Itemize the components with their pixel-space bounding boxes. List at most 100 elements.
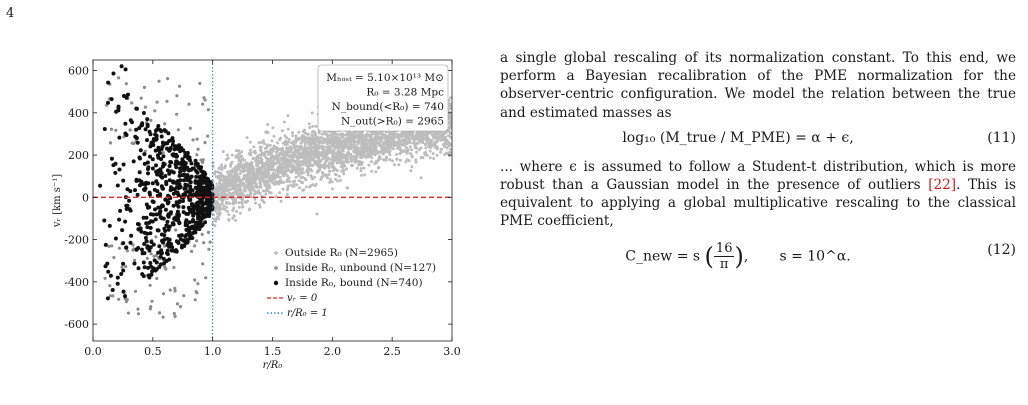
scatter-point-outside bbox=[378, 150, 382, 154]
equation-11-expression: log₁₀ (M_true / M_PME) = α + ϵ, bbox=[622, 129, 854, 146]
scatter-point-outside bbox=[301, 147, 304, 150]
scatter-point-outside bbox=[297, 150, 301, 154]
scatter-point-outside bbox=[286, 159, 290, 163]
scatter-point-bound bbox=[147, 275, 152, 280]
scatter-point-outside bbox=[342, 172, 346, 176]
scatter-point-outside bbox=[410, 148, 414, 152]
scatter-point-outside bbox=[382, 158, 385, 162]
scatter-point-bound bbox=[187, 197, 192, 202]
scatter-point-outside bbox=[249, 148, 252, 152]
scatter-point-outside bbox=[234, 196, 238, 200]
scatter-point-outside bbox=[432, 136, 436, 139]
scatter-point-bound bbox=[121, 261, 126, 266]
scatter-point-bound bbox=[163, 197, 168, 202]
scatter-point-outside bbox=[335, 169, 339, 172]
scatter-point-bound bbox=[153, 132, 158, 137]
scatter-point-outside bbox=[222, 184, 226, 187]
scatter-point-bound bbox=[204, 198, 209, 203]
scatter-point-bound bbox=[162, 237, 167, 242]
scatter-point-bound bbox=[160, 140, 165, 145]
scatter-point-bound bbox=[167, 178, 172, 183]
scatter-point-outside bbox=[346, 153, 350, 157]
scatter-point-bound bbox=[148, 212, 153, 217]
scatter-point-outside bbox=[271, 126, 275, 130]
scatter-point-outside bbox=[424, 146, 428, 150]
legend-marker bbox=[274, 266, 278, 270]
scatter-point-unbound bbox=[150, 299, 154, 303]
scatter-point-bound bbox=[171, 203, 176, 208]
scatter-point-outside bbox=[305, 168, 309, 172]
scatter-point-bound bbox=[133, 188, 137, 193]
scatter-point-outside bbox=[286, 114, 290, 118]
equation-12-rhs: s = 10^α. bbox=[779, 248, 851, 265]
scatter-point-outside bbox=[441, 136, 445, 140]
scatter-point-bound bbox=[180, 243, 185, 248]
scatter-point-unbound bbox=[110, 244, 114, 248]
scatter-point-bound bbox=[149, 219, 153, 224]
scatter-point-bound bbox=[181, 205, 186, 210]
scatter-point-outside bbox=[381, 152, 385, 156]
scatter-point-outside bbox=[317, 152, 320, 156]
scatter-point-unbound bbox=[124, 82, 128, 86]
scatter-point-outside bbox=[448, 102, 452, 106]
scatter-point-outside bbox=[450, 136, 452, 140]
scatter-point-outside bbox=[266, 168, 270, 172]
scatter-point-outside bbox=[284, 140, 288, 144]
scatter-point-outside bbox=[301, 188, 305, 192]
equation-11-number: (11) bbox=[987, 129, 1016, 146]
scatter-point-outside bbox=[327, 166, 331, 170]
fraction-denominator: π bbox=[719, 256, 729, 272]
citation-link[interactable]: [22] bbox=[928, 177, 957, 194]
scatter-point-outside bbox=[262, 180, 266, 184]
scatter-point-outside bbox=[301, 140, 304, 143]
scatter-point-outside bbox=[225, 153, 229, 157]
scatter-point-unbound bbox=[107, 244, 111, 248]
scatter-point-unbound bbox=[202, 241, 206, 245]
scatter-point-outside bbox=[447, 114, 451, 118]
scatter-point-bound bbox=[166, 240, 171, 245]
scatter-point-outside bbox=[360, 162, 364, 166]
scatter-point-unbound bbox=[193, 298, 197, 302]
scatter-point-outside bbox=[262, 142, 266, 145]
scatter-point-outside bbox=[289, 149, 293, 153]
scatter-point-outside bbox=[266, 153, 270, 156]
scatter-point-bound bbox=[152, 187, 157, 192]
scatter-point-bound bbox=[103, 242, 108, 247]
scatter-point-outside bbox=[287, 147, 290, 151]
scatter-point-outside bbox=[244, 200, 248, 204]
scatter-point-outside bbox=[292, 143, 296, 147]
scatter-point-outside bbox=[295, 138, 299, 142]
scatter-point-unbound bbox=[149, 305, 153, 309]
scatter-point-outside bbox=[345, 186, 349, 190]
scatter-point-outside bbox=[352, 150, 356, 154]
scatter-point-bound bbox=[145, 225, 150, 230]
scatter-point-outside bbox=[218, 207, 222, 211]
scatter-point-bound bbox=[207, 183, 212, 188]
scatter-point-unbound bbox=[174, 228, 178, 232]
equation-12-lhs: C_new = s bbox=[625, 248, 701, 265]
scatter-point-outside bbox=[448, 120, 452, 124]
scatter-figure: 0.0 0.5 1.0 1.5 2.0 2.5 3.0 600 400 200 0 -200 -400 -… bbox=[52, 59, 461, 371]
scatter-point-outside bbox=[388, 158, 392, 162]
scatter-point-bound bbox=[199, 169, 204, 174]
scatter-point-bound bbox=[155, 181, 160, 186]
scatter-point-outside bbox=[248, 164, 252, 168]
scatter-point-outside bbox=[353, 140, 357, 144]
scatter-point-unbound bbox=[136, 312, 141, 316]
scatter-point-outside bbox=[248, 169, 252, 173]
scatter-point-outside bbox=[290, 156, 294, 160]
scatter-point-unbound bbox=[120, 265, 124, 269]
scatter-point-outside bbox=[218, 166, 222, 170]
scatter-point-bound bbox=[191, 213, 196, 218]
scatter-point-outside bbox=[220, 163, 223, 167]
scatter-point-outside bbox=[329, 158, 333, 162]
scatter-point-outside bbox=[360, 143, 364, 147]
scatter-point-bound bbox=[143, 182, 148, 187]
scatter-point-outside bbox=[317, 131, 321, 135]
scatter-point-outside bbox=[328, 139, 332, 143]
scatter-point-outside bbox=[312, 157, 316, 161]
scatter-point-outside bbox=[406, 135, 410, 138]
scatter-point-outside bbox=[268, 186, 272, 190]
scatter-point-unbound bbox=[139, 96, 143, 100]
scatter-point-outside bbox=[349, 163, 353, 167]
